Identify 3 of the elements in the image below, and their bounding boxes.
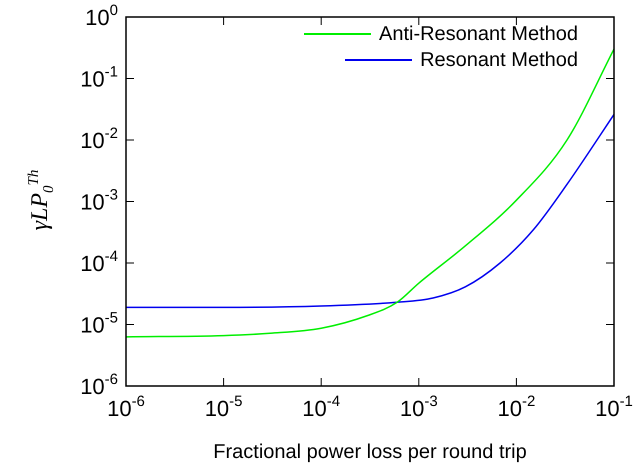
- x-axis-title: Fractional power loss per round trip: [213, 441, 527, 463]
- legend-label: Anti-Resonant Method: [378, 22, 578, 46]
- legend-label: Resonant Method: [420, 48, 578, 72]
